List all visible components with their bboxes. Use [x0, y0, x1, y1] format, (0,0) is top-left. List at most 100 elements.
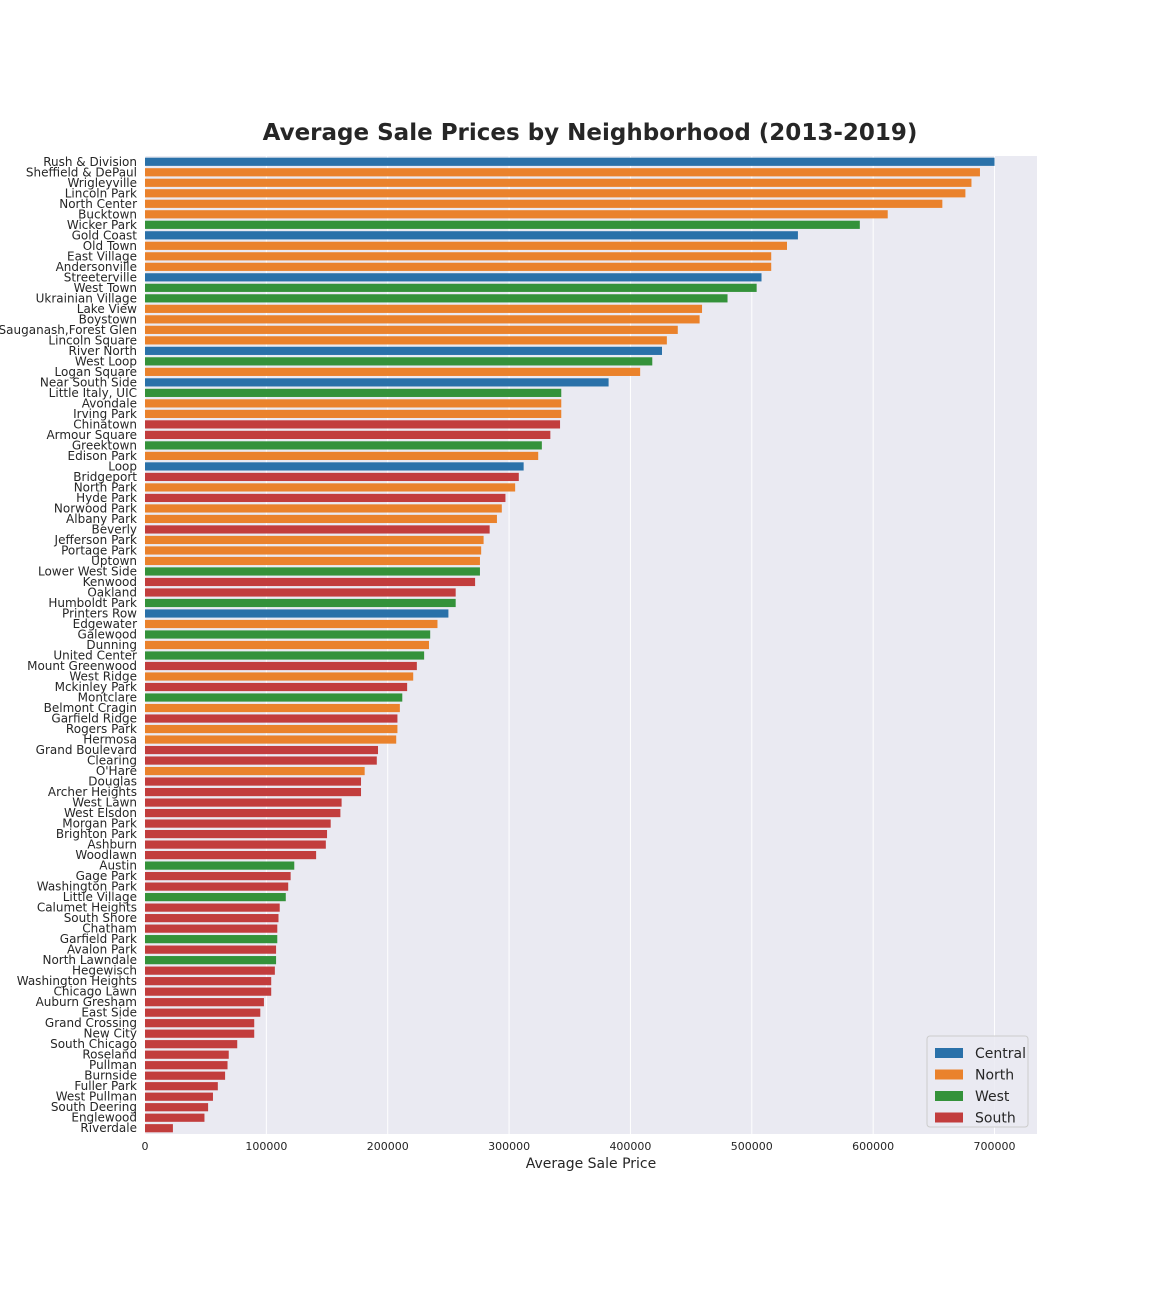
bar	[145, 798, 342, 807]
category-label: Dunning	[86, 638, 137, 652]
category-label: South Shore	[64, 911, 137, 925]
category-label: Galewood	[78, 627, 137, 641]
x-tick-label: 400000	[609, 1140, 651, 1153]
bar	[145, 388, 562, 397]
bar	[145, 619, 438, 629]
bar	[145, 987, 272, 996]
category-label: Portage Park	[61, 543, 137, 557]
category-label: Hegewisch	[72, 964, 137, 978]
bar	[145, 609, 449, 618]
legend-swatch	[935, 1091, 963, 1101]
category-label: South Deering	[51, 1100, 137, 1114]
bar	[145, 1008, 261, 1017]
bar	[145, 304, 703, 313]
bar	[145, 808, 341, 818]
bar	[145, 525, 490, 534]
bar	[145, 977, 272, 986]
bar	[145, 735, 397, 744]
category-label: Jefferson Park	[54, 533, 138, 547]
category-label: Calumet Heights	[37, 901, 137, 915]
x-tick-label: 600000	[852, 1140, 894, 1153]
category-label: West Pullman	[56, 1090, 137, 1104]
category-label: Montclare	[78, 691, 137, 705]
bar	[145, 756, 377, 765]
category-label: Kenwood	[83, 575, 137, 589]
bar	[145, 504, 502, 513]
category-label: Beverly	[92, 522, 137, 536]
category-label: Lincoln Park	[65, 186, 137, 200]
bar	[145, 1040, 238, 1049]
category-label: West Ridge	[69, 670, 137, 684]
bar	[145, 556, 480, 566]
bar	[145, 325, 678, 334]
bar	[145, 724, 398, 734]
x-tick-label: 300000	[488, 1140, 530, 1153]
bar	[145, 462, 524, 471]
bar	[145, 220, 860, 229]
category-label: Burnside	[84, 1069, 137, 1083]
legend-label: West	[975, 1089, 1010, 1105]
category-label: Garfield Park	[60, 932, 137, 946]
bar	[145, 441, 542, 450]
category-label: Gage Park	[76, 869, 137, 883]
category-label: Pullman	[89, 1058, 137, 1072]
category-label: Oakland	[87, 585, 137, 599]
bar	[145, 346, 662, 355]
category-label: North Park	[74, 480, 137, 494]
bar	[145, 640, 429, 650]
bar	[145, 252, 772, 261]
bar	[145, 546, 482, 555]
category-label: Bucktown	[78, 207, 137, 221]
category-label: Roseland	[82, 1048, 137, 1062]
category-label: Loop	[108, 459, 137, 473]
bar	[145, 956, 277, 965]
category-label: Norwood Park	[54, 501, 137, 515]
bar	[145, 914, 279, 923]
bar	[145, 703, 400, 713]
bar	[145, 714, 398, 723]
category-label: Boystown	[79, 312, 137, 326]
bar	[145, 630, 431, 639]
bar	[145, 514, 497, 524]
category-label: North Lawndale	[42, 953, 137, 967]
category-label: Uptown	[91, 554, 137, 568]
legend: Central North West South	[926, 1035, 1029, 1128]
x-tick-label: 700000	[974, 1140, 1016, 1153]
category-label: South Chicago	[50, 1037, 137, 1051]
category-label: Armour Square	[46, 428, 137, 442]
category-label: Greektown	[72, 438, 137, 452]
category-label: Rush & Division	[43, 155, 137, 169]
bar	[145, 1019, 255, 1028]
bar	[145, 966, 275, 975]
category-label: Little Italy, UIC	[49, 386, 137, 400]
bar	[145, 829, 328, 839]
bar	[145, 241, 787, 250]
bar	[145, 567, 480, 576]
bar	[145, 872, 291, 881]
bar	[145, 840, 326, 849]
bar	[145, 777, 362, 786]
legend-swatch	[935, 1069, 963, 1080]
bar	[145, 273, 762, 282]
bar	[145, 998, 264, 1007]
category-label: Lincoln Square	[48, 333, 137, 347]
bar	[145, 935, 278, 944]
bar	[145, 430, 551, 440]
category-label: West Town	[74, 281, 137, 295]
category-label: West Loop	[75, 354, 137, 368]
category-label: Washington Heights	[17, 974, 137, 988]
category-label: Sheffield & DePaul	[26, 165, 137, 179]
category-label: Andersonville	[56, 260, 137, 274]
category-label: Gold Coast	[72, 228, 138, 242]
category-label: Printers Row	[62, 606, 137, 620]
bar	[145, 535, 484, 545]
category-label: New City	[83, 1027, 137, 1041]
bar	[145, 367, 641, 376]
category-label: Brighton Park	[56, 827, 137, 841]
category-label: West Elsdon	[64, 806, 137, 820]
bar	[145, 283, 757, 292]
category-label: Lower West Side	[38, 564, 137, 578]
category-label: Edgewater	[73, 617, 137, 631]
